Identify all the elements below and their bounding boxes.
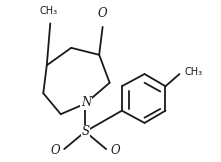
Text: O: O	[51, 144, 60, 157]
Text: O: O	[98, 7, 107, 20]
Text: N: N	[81, 96, 91, 109]
Text: CH₃: CH₃	[40, 6, 58, 16]
Text: O: O	[110, 144, 120, 157]
Text: S: S	[81, 125, 89, 138]
Text: CH₃: CH₃	[185, 67, 203, 77]
